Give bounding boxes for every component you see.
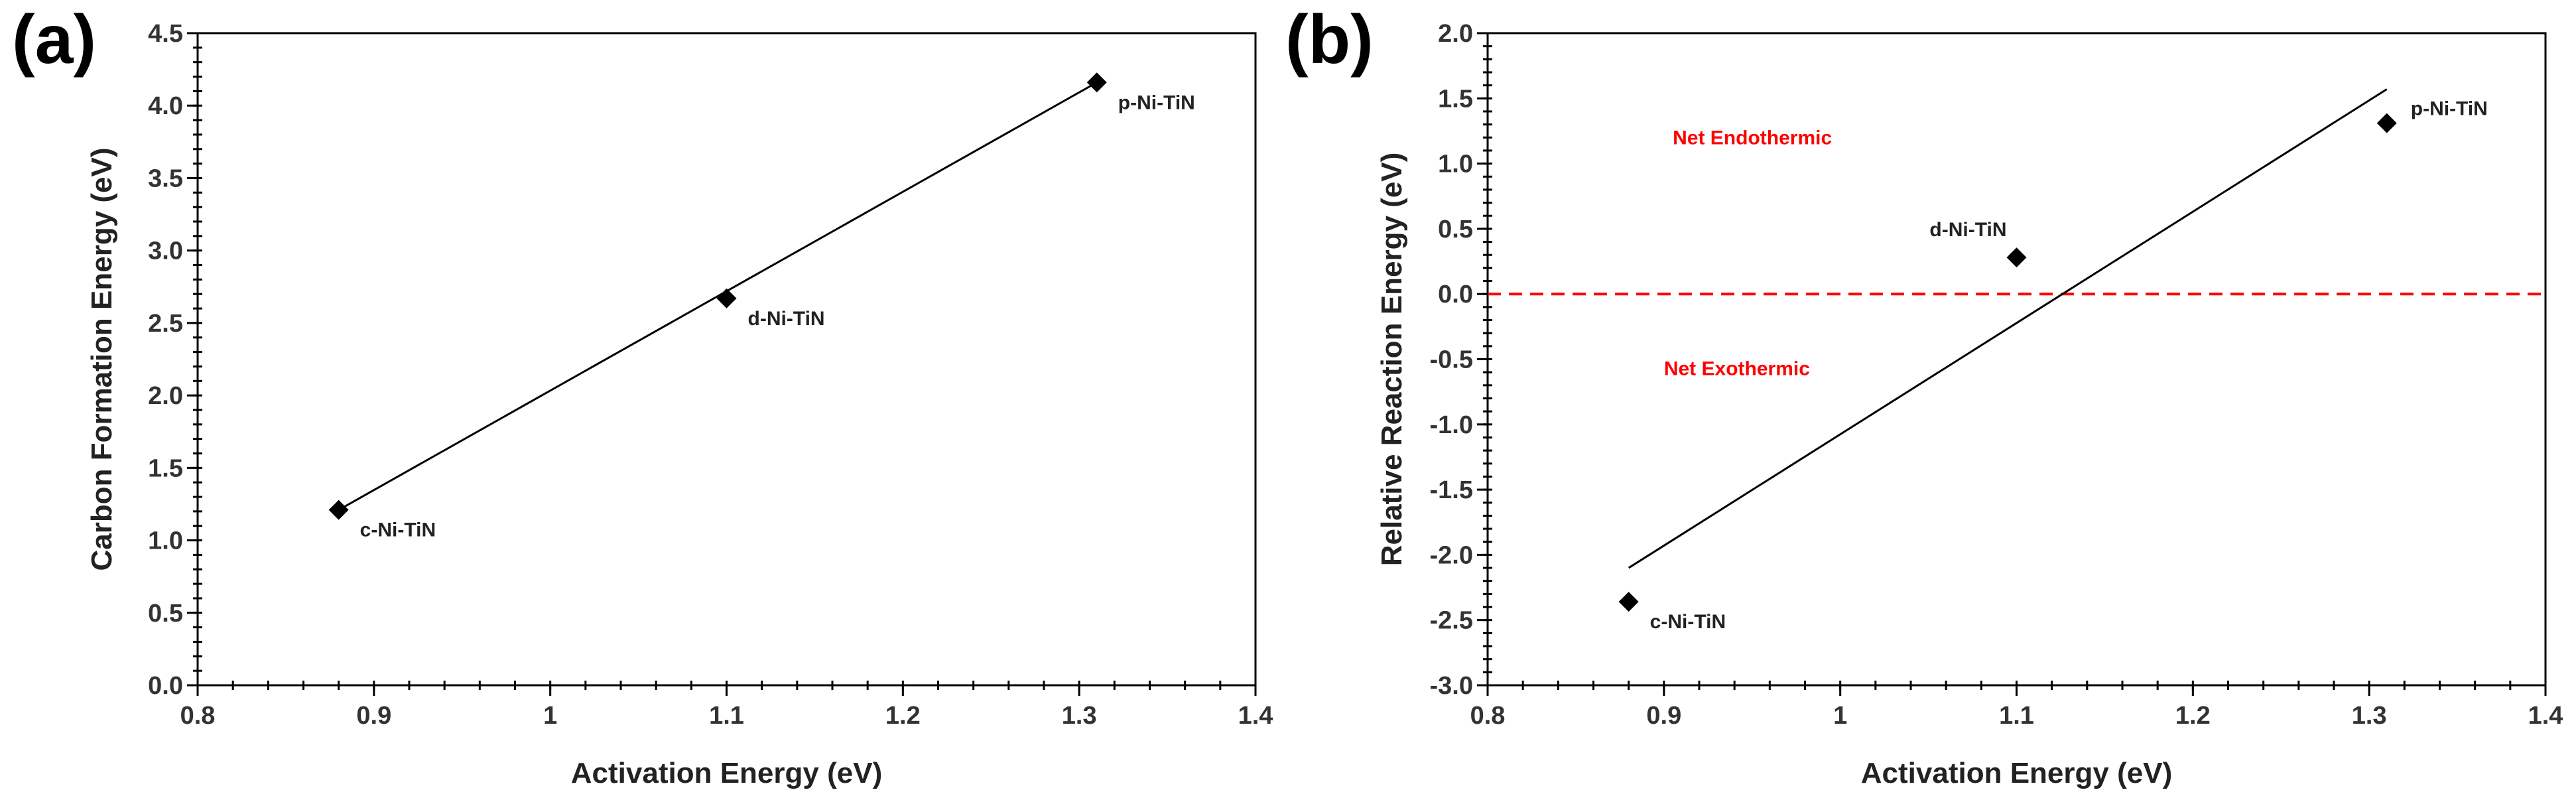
x-tick-label: 1.1 [709, 702, 744, 730]
x-tick-label: 1 [1833, 702, 1847, 730]
chart-panel-a: (a) 0.0 0.5 1.0 1.5 2.0 2.5 3.0 3.5 4.0 4.5 0.8 0.9 1… [12, 1, 1273, 789]
y-tick-label: -1.5 [1430, 476, 1473, 504]
chart-panel-b: (b) -3.0 -2.5 -2.0 -1.5 -1.0 -0.5 0.0 0.5 1.0 1.5 2… [1285, 1, 2563, 789]
y-tick-label: -3.0 [1430, 672, 1473, 700]
x-axis-title: Activation Energy (eV) [571, 757, 882, 789]
annotation-net-endothermic: Net Endothermic [1673, 127, 1832, 149]
x-tick-label: 0.8 [180, 702, 216, 730]
y-tick-label: 2.5 [148, 310, 183, 338]
y-tick-label: -0.5 [1430, 346, 1473, 374]
trendline [1628, 88, 2388, 569]
data-label-d-Ni-TiN: d-Ni-TiN [748, 308, 825, 330]
data-label-c-Ni-TiN: c-Ni-TiN [1650, 611, 1726, 633]
y-tick-label: -2.0 [1430, 541, 1473, 569]
x-tick-label: 1.1 [1999, 702, 2034, 730]
y-tick-label: 1.5 [1438, 85, 1473, 113]
y-tick-label: 1.0 [148, 527, 183, 555]
y-tick-label: 4.0 [148, 92, 183, 120]
data-point-c-Ni-TiN [328, 500, 349, 520]
x-axis-title: Activation Energy (eV) [1861, 757, 2172, 789]
x-tick-label: 0.8 [1470, 702, 1506, 730]
y-tick-label: 1.0 [1438, 151, 1473, 178]
x-tick-label: 1.3 [1062, 702, 1097, 730]
data-label-d-Ni-TiN: d-Ni-TiN [1929, 219, 2006, 241]
x-tick-label: 0.9 [1646, 702, 1681, 730]
y-axis-title: Carbon Formation Energy (eV) [86, 147, 118, 571]
panel-label: (b) [1285, 1, 1374, 78]
trendline [338, 81, 1098, 511]
y-tick-label: -1.0 [1430, 411, 1473, 439]
plot-frame [196, 32, 1257, 687]
y-tick-label: 0.0 [148, 672, 183, 700]
data-point-p-Ni-TiN [1086, 72, 1107, 93]
y-tick-label: 0.0 [1438, 281, 1473, 308]
y-tick-label: 3.0 [148, 237, 183, 265]
data-point-d-Ni-TiN [716, 288, 737, 308]
data-point-d-Ni-TiN [2006, 247, 2027, 268]
data-label-c-Ni-TiN: c-Ni-TiN [360, 519, 436, 541]
x-tick-label: 1.4 [2528, 702, 2563, 730]
y-tick-label: 1.5 [148, 454, 183, 482]
x-tick-label: 1.4 [1238, 702, 1273, 730]
panel-label: (a) [12, 1, 96, 78]
x-tick-label: 1.2 [885, 702, 921, 730]
y-tick-label: 4.5 [148, 20, 183, 48]
x-tick-label: 1.3 [2352, 702, 2387, 730]
data-point-p-Ni-TiN [2376, 113, 2397, 133]
x-tick-label: 0.9 [356, 702, 391, 730]
y-axis-title: Relative Reaction Energy (eV) [1376, 153, 1408, 567]
annotation-net-exothermic: Net Exothermic [1664, 358, 1810, 379]
y-tick-label: 0.5 [148, 600, 183, 628]
y-tick-label: 3.5 [148, 165, 183, 192]
data-point-c-Ni-TiN [1618, 592, 1639, 612]
x-tick-label: 1 [543, 702, 557, 730]
x-tick-label: 1.2 [2175, 702, 2211, 730]
y-tick-label: 2.0 [148, 382, 183, 410]
data-label-p-Ni-TiN: p-Ni-TiN [1118, 92, 1195, 113]
y-tick-label: 2.0 [1438, 20, 1473, 48]
data-label-p-Ni-TiN: p-Ni-TiN [2411, 98, 2488, 120]
y-tick-label: -2.5 [1430, 607, 1473, 635]
y-tick-label: 0.5 [1438, 216, 1473, 243]
